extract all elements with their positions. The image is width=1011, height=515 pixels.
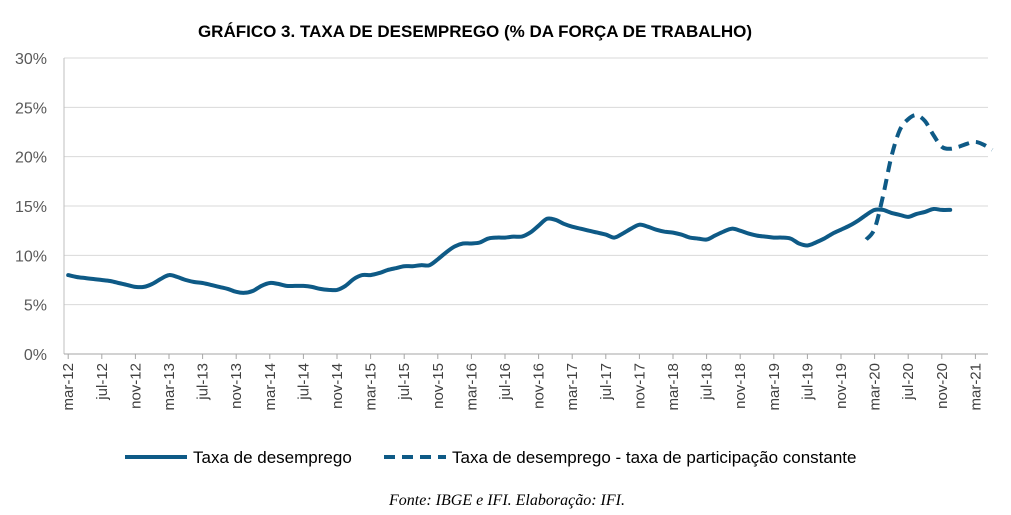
legend-label-solid: Taxa de desemprego xyxy=(193,448,352,467)
y-tick-label: 15% xyxy=(15,199,47,216)
y-tick-label: 25% xyxy=(15,100,47,117)
x-tick-label: nov-16 xyxy=(531,363,548,409)
x-tick-label: jul-16 xyxy=(497,363,514,401)
y-tick-label: 20% xyxy=(15,150,47,167)
x-tick-label: jul-15 xyxy=(396,363,413,401)
x-axis: mar-12 jul-12 nov-12 mar-13 jul-13 nov-13 mar-… xyxy=(60,58,988,411)
x-tick-label: mar-16 xyxy=(463,363,480,411)
x-tick-label: nov-14 xyxy=(329,363,346,409)
legend: Taxa de desemprego Taxa de desemprego - … xyxy=(125,448,856,467)
x-tick-label: jul-17 xyxy=(598,363,615,401)
x-tick-label: mar-13 xyxy=(161,363,178,411)
x-tick-label: nov-15 xyxy=(430,363,447,409)
gridlines xyxy=(64,57,988,306)
x-tick-label: nov-19 xyxy=(833,363,850,409)
x-tick-label: mar-14 xyxy=(262,363,279,411)
x-tick-label: mar-17 xyxy=(564,363,581,411)
x-tick-label: nov-12 xyxy=(127,363,144,409)
x-tick-label: nov-18 xyxy=(732,363,749,409)
series-line-dashed xyxy=(864,113,994,241)
chart-title: GRÁFICO 3. TAXA DE DESEMPREGO (% DA FORÇ… xyxy=(198,22,752,41)
x-tick-label: mar-21 xyxy=(967,363,984,411)
x-tick-label: nov-20 xyxy=(934,363,951,409)
x-tick-label: mar-15 xyxy=(363,363,380,411)
x-tick-label: jul-18 xyxy=(699,363,716,401)
y-tick-label: 30% xyxy=(15,51,47,68)
x-tick-label: jul-19 xyxy=(799,363,816,401)
series-line-solid xyxy=(66,206,953,295)
x-tick-label: jul-12 xyxy=(94,363,111,401)
x-tick-label: jul-13 xyxy=(195,363,212,401)
legend-label-dashed: Taxa de desemprego - taxa de participaçã… xyxy=(452,448,856,467)
x-tick-label: nov-17 xyxy=(631,363,648,409)
x-tick-label: mar-19 xyxy=(766,363,783,411)
series-lines xyxy=(66,113,994,295)
x-tick-label: jul-14 xyxy=(295,363,312,401)
x-tick-label: jul-20 xyxy=(900,363,917,401)
x-tick-label: nov-13 xyxy=(228,363,245,409)
y-tick-label: 5% xyxy=(24,298,47,315)
source-note: Fonte: IBGE e IFI. Elaboração: IFI. xyxy=(388,492,625,509)
y-axis-ticks: 0% 5% 10% 15% 20% 25% 30% xyxy=(15,51,47,364)
x-tick-label: mar-18 xyxy=(665,363,682,411)
x-tick-label: mar-20 xyxy=(867,363,884,411)
y-tick-label: 10% xyxy=(15,248,47,265)
x-tick-label: mar-12 xyxy=(60,363,77,411)
y-tick-label: 0% xyxy=(24,347,47,364)
